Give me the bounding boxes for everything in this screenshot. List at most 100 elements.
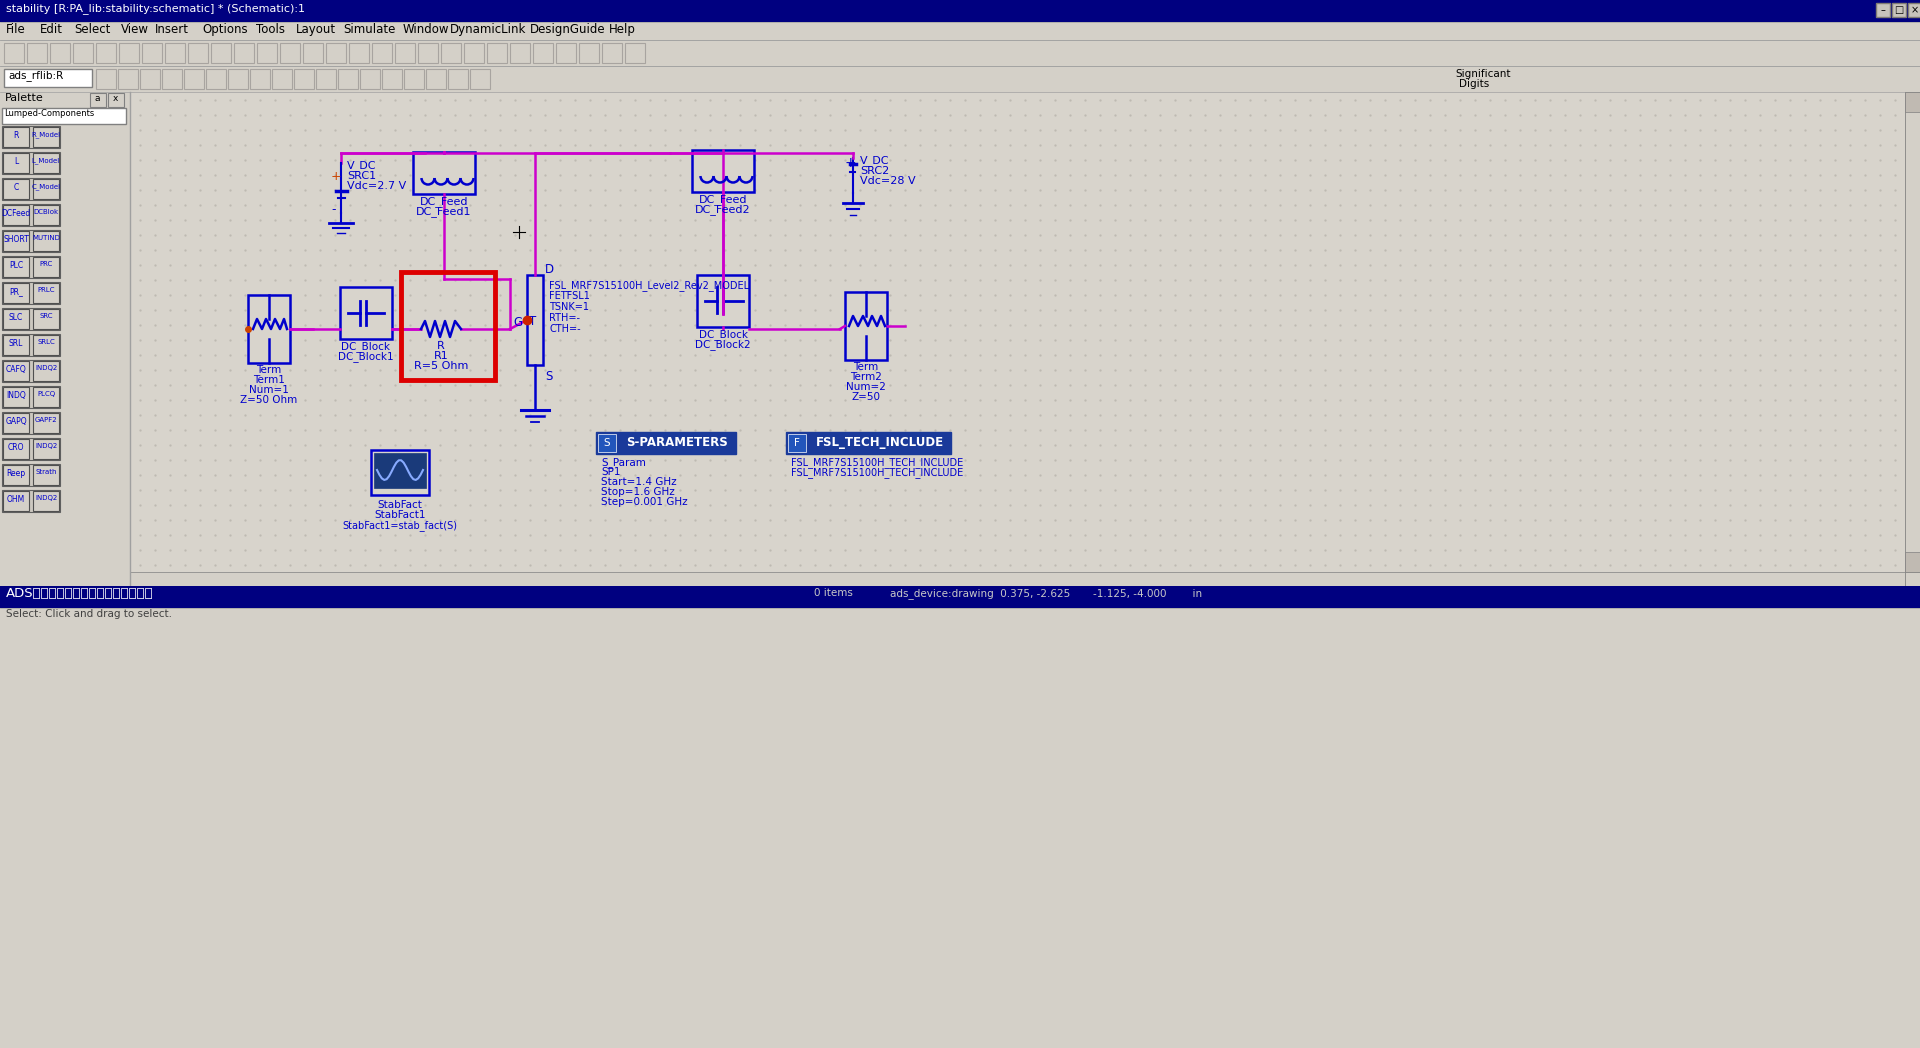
Bar: [228, 69, 248, 89]
Text: R1: R1: [434, 351, 449, 361]
Text: StabFact: StabFact: [378, 500, 422, 510]
Text: Strath: Strath: [35, 470, 58, 475]
Text: Vdc=28 V: Vdc=28 V: [860, 176, 916, 185]
Bar: [33, 439, 60, 459]
Bar: [33, 387, 60, 407]
Text: S: S: [545, 370, 553, 383]
Bar: [4, 283, 29, 303]
Bar: [161, 69, 182, 89]
Bar: [33, 283, 60, 303]
Bar: [96, 43, 115, 63]
Bar: [211, 43, 230, 63]
Text: Insert: Insert: [156, 23, 188, 36]
Bar: [340, 287, 392, 339]
Text: SRLC: SRLC: [36, 339, 56, 345]
Text: Start=1.4 GHz: Start=1.4 GHz: [601, 477, 676, 487]
Bar: [361, 69, 380, 89]
Bar: [511, 43, 530, 63]
Bar: [2, 308, 60, 330]
Text: Palette: Palette: [6, 93, 44, 103]
Bar: [257, 43, 276, 63]
Text: a: a: [94, 94, 100, 103]
Bar: [2, 178, 60, 200]
Text: C: C: [13, 183, 19, 192]
Text: R=5 Ohm: R=5 Ohm: [415, 361, 468, 371]
Text: SRC1: SRC1: [348, 171, 376, 181]
Text: PR_: PR_: [10, 287, 23, 296]
Text: DC_Feed: DC_Feed: [420, 196, 468, 206]
Text: FETFSL1: FETFSL1: [549, 291, 589, 301]
Text: SP1: SP1: [601, 467, 620, 477]
Bar: [142, 43, 161, 63]
Bar: [2, 490, 60, 512]
Bar: [0, 0, 1920, 22]
Text: INDQ: INDQ: [6, 391, 25, 400]
Text: Lumped-Components: Lumped-Components: [4, 109, 94, 118]
Bar: [33, 413, 60, 433]
Bar: [442, 43, 461, 63]
Text: Term: Term: [257, 365, 282, 375]
Text: DC_Block: DC_Block: [699, 329, 747, 340]
Bar: [4, 492, 29, 511]
Text: T: T: [530, 315, 536, 328]
Bar: [1905, 92, 1920, 586]
Text: ×: ×: [1910, 5, 1920, 15]
Bar: [0, 40, 1920, 66]
Text: Window: Window: [403, 23, 449, 36]
Text: V_DC: V_DC: [860, 155, 889, 166]
Bar: [90, 93, 106, 107]
Text: CRO: CRO: [8, 443, 25, 452]
Text: INDQ2: INDQ2: [35, 443, 58, 449]
Bar: [33, 205, 60, 225]
Text: Num=1: Num=1: [250, 385, 288, 395]
Bar: [33, 492, 60, 511]
Bar: [447, 69, 468, 89]
Text: –: –: [1880, 5, 1885, 15]
Text: DynamicLink: DynamicLink: [449, 23, 526, 36]
Text: Step=0.001 GHz: Step=0.001 GHz: [601, 497, 687, 507]
Text: G: G: [513, 316, 522, 329]
Bar: [374, 453, 426, 488]
Bar: [273, 69, 292, 89]
Bar: [294, 69, 315, 89]
Bar: [33, 335, 60, 355]
Text: PRC: PRC: [40, 261, 52, 267]
Bar: [4, 127, 29, 147]
Bar: [580, 43, 599, 63]
Bar: [1908, 3, 1920, 17]
Text: C_Model: C_Model: [31, 183, 61, 190]
Text: Significant: Significant: [1455, 69, 1511, 79]
Text: DC_Feed1: DC_Feed1: [417, 206, 472, 217]
Text: SRL: SRL: [10, 339, 23, 348]
Text: GAPF2: GAPF2: [35, 417, 58, 423]
Text: S: S: [603, 438, 611, 447]
Text: PRLC: PRLC: [36, 287, 56, 293]
Bar: [33, 257, 60, 277]
Text: L: L: [13, 157, 17, 166]
Text: Edit: Edit: [40, 23, 63, 36]
Text: R: R: [438, 341, 445, 351]
Text: x: x: [111, 94, 117, 103]
Text: ads_device:drawing  0.375, -2.625       -1.125, -4.000        in: ads_device:drawing 0.375, -2.625 -1.125,…: [891, 588, 1202, 598]
Bar: [205, 69, 227, 89]
Text: DCBlok: DCBlok: [33, 209, 60, 215]
Text: FSL_TECH_INCLUDE: FSL_TECH_INCLUDE: [816, 436, 945, 449]
Bar: [326, 43, 346, 63]
Bar: [131, 572, 1905, 586]
Text: TSNK=1: TSNK=1: [549, 302, 589, 312]
Bar: [597, 434, 616, 452]
Bar: [2, 204, 60, 226]
Text: R_Model: R_Model: [31, 131, 61, 137]
Bar: [33, 127, 60, 147]
Bar: [33, 153, 60, 173]
Text: Term1: Term1: [253, 375, 284, 385]
Text: DC_Block: DC_Block: [342, 341, 390, 352]
Text: PLC: PLC: [10, 261, 23, 270]
Bar: [165, 43, 184, 63]
Text: DC_Block1: DC_Block1: [338, 351, 394, 362]
Text: OHM: OHM: [8, 495, 25, 504]
Bar: [1891, 3, 1907, 17]
Bar: [2, 438, 60, 460]
Text: StabFact1: StabFact1: [374, 510, 426, 520]
Text: V_DC: V_DC: [348, 160, 376, 171]
